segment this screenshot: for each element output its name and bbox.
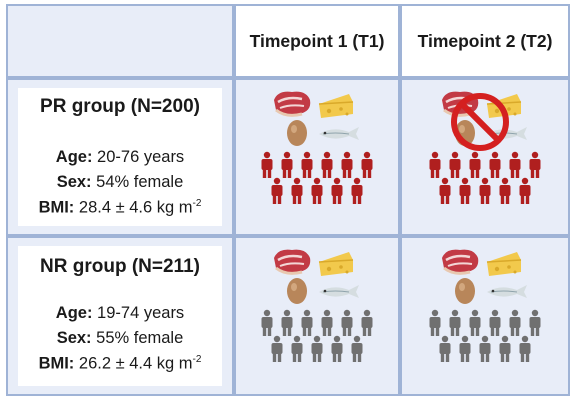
cheese-icon [318, 252, 354, 276]
person-icon [479, 177, 491, 204]
person-icon [361, 309, 373, 336]
steak-icon [274, 249, 311, 275]
egg-icon [287, 278, 307, 304]
person-icon [341, 309, 353, 336]
header-t2: Timepoint 2 (T2) [417, 30, 553, 51]
person-icon [429, 151, 441, 178]
pr-info-cell: PR group (N=200) Age: 20-76 years Sex: 5… [6, 78, 234, 236]
header-t1-cell: Timepoint 1 (T1) [234, 4, 400, 78]
person-icon [529, 151, 541, 178]
header-t1: Timepoint 1 (T1) [249, 30, 385, 51]
steak-icon [274, 91, 311, 117]
nr-t2-panel [429, 249, 541, 362]
person-icon [331, 335, 343, 362]
person-icon [341, 151, 353, 178]
person-icon [489, 309, 501, 336]
fish-icon [487, 285, 527, 298]
person-icon [281, 309, 293, 336]
person-icon [469, 309, 481, 336]
nr-bmi: BMI: 26.2 ± 4.4 kg m-2 [38, 354, 202, 373]
fish-icon [319, 127, 359, 140]
person-icon [291, 177, 303, 204]
person-icon [261, 151, 273, 178]
steak-icon [442, 249, 479, 275]
nr-t2-cell [400, 236, 570, 396]
person-icon [439, 335, 451, 362]
nr-t1-panel [261, 249, 373, 362]
nr-info-cell: NR group (N=211) Age: 19-74 years Sex: 5… [6, 236, 234, 396]
person-icon [469, 151, 481, 178]
nr-t1-cell [234, 236, 400, 396]
person-icon [499, 335, 511, 362]
person-icon [449, 151, 461, 178]
egg-icon [287, 120, 307, 146]
pr-t1-cell [234, 78, 400, 236]
person-icon [321, 309, 333, 336]
person-icon [281, 151, 293, 178]
pr-info-box [18, 88, 222, 226]
person-icon [509, 151, 521, 178]
pr-group-title: PR group (N=200) [40, 96, 200, 117]
header-empty-cell [6, 4, 234, 78]
person-icon [519, 177, 531, 204]
egg-icon [455, 278, 475, 304]
person-icon [301, 151, 313, 178]
person-icon [361, 151, 373, 178]
person-icon [499, 177, 511, 204]
person-icon [321, 151, 333, 178]
header-t2-cell: Timepoint 2 (T2) [400, 4, 570, 78]
person-icon [459, 177, 471, 204]
person-icon [271, 335, 283, 362]
pr-t2-panel [429, 91, 541, 204]
person-icon [459, 335, 471, 362]
cheese-icon [486, 252, 522, 276]
pr-age: Age: 20-76 years [55, 148, 185, 166]
person-icon [529, 309, 541, 336]
person-icon [429, 309, 441, 336]
person-icon [271, 177, 283, 204]
pr-t2-cell [400, 78, 570, 236]
person-icon [351, 177, 363, 204]
prohibited-sign-icon [451, 93, 509, 151]
person-icon [479, 335, 491, 362]
person-icon [311, 177, 323, 204]
fish-icon [319, 285, 359, 298]
person-icon [351, 335, 363, 362]
person-icon [331, 177, 343, 204]
person-icon [311, 335, 323, 362]
person-icon [489, 151, 501, 178]
nr-group-title: NR group (N=211) [40, 256, 200, 277]
nr-info-box [18, 246, 222, 386]
person-icon [301, 309, 313, 336]
cheese-icon [318, 94, 354, 118]
pr-sex: Sex: 54% female [56, 173, 184, 191]
person-icon [449, 309, 461, 336]
person-icon [261, 309, 273, 336]
nr-sex: Sex: 55% female [56, 329, 184, 347]
person-icon [291, 335, 303, 362]
person-icon [519, 335, 531, 362]
person-icon [509, 309, 521, 336]
person-icon [439, 177, 451, 204]
nr-age: Age: 19-74 years [55, 304, 185, 322]
pr-t1-panel [261, 91, 373, 204]
pr-bmi: BMI: 28.4 ± 4.6 kg m-2 [38, 198, 202, 217]
